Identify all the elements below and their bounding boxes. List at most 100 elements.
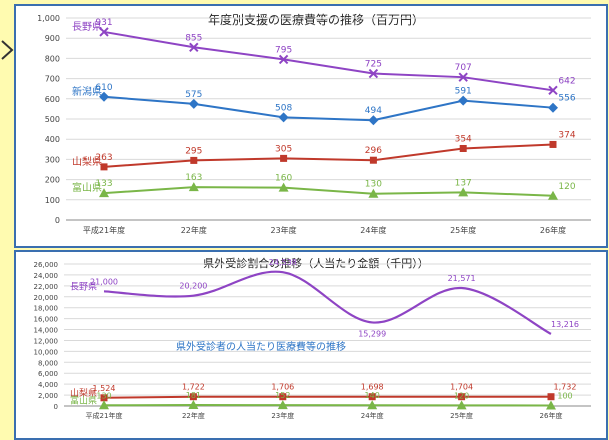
chart-panel-2: 県外受診割合の推移（人当たり金額（千円）） 県外受診者の人当たり医療費等の推移 … <box>14 250 608 440</box>
series-name-label: 長野県 <box>72 21 102 33</box>
data-point <box>279 393 287 401</box>
x-tick-label: 23年度 <box>271 411 294 420</box>
data-point <box>367 400 378 410</box>
data-point <box>458 95 469 106</box>
data-point <box>189 393 197 401</box>
data-point <box>280 154 288 162</box>
data-label: 610 <box>95 83 112 93</box>
data-point <box>547 393 555 401</box>
data-point <box>458 393 466 401</box>
x-tick-label: 23年度 <box>271 225 297 235</box>
y-tick-label: 14,000 <box>34 327 59 335</box>
y-tick-label: 0 <box>55 216 60 225</box>
y-tick-label: 6,000 <box>38 370 58 378</box>
data-point <box>459 144 467 152</box>
data-label: 1,722 <box>182 383 205 392</box>
x-tick-label: 平成21年度 <box>83 225 125 235</box>
x-tick-label: 26年度 <box>540 225 566 235</box>
data-point <box>278 182 289 192</box>
data-label: 181 <box>186 391 201 400</box>
data-point <box>369 156 377 164</box>
y-tick-label: 8,000 <box>38 359 58 367</box>
data-label: 494 <box>365 106 382 116</box>
y-tick-label: 400 <box>45 135 60 144</box>
y-tick-label: 500 <box>45 115 60 124</box>
y-tick-label: 900 <box>45 34 60 43</box>
chart-title: 県外受診割合の推移（人当たり金額（千円）） <box>203 256 429 270</box>
data-label: 137 <box>455 178 472 188</box>
data-label: 1,524 <box>93 384 116 393</box>
data-label: 133 <box>95 179 112 189</box>
y-tick-label: 700 <box>45 75 60 84</box>
data-label: 24,538 <box>269 258 297 267</box>
data-point <box>188 400 199 410</box>
chart-title: 年度別支援の医療費等の推移（百万円） <box>208 12 424 27</box>
data-point <box>100 163 108 171</box>
data-label: 795 <box>275 45 292 55</box>
data-point <box>100 394 108 402</box>
data-point <box>549 140 557 148</box>
data-point <box>456 400 467 410</box>
y-tick-label: 300 <box>45 155 60 164</box>
data-label: 163 <box>185 173 202 183</box>
data-point <box>99 188 109 198</box>
data-point <box>548 85 558 96</box>
y-tick-label: 200 <box>45 176 60 185</box>
data-label: 20,200 <box>179 282 207 291</box>
data-label: 1,706 <box>271 383 294 392</box>
data-point <box>368 393 376 401</box>
data-point <box>548 190 558 200</box>
x-tick-label: 25年度 <box>450 411 473 420</box>
y-tick-label: 4,000 <box>38 381 58 389</box>
data-label: 120 <box>454 391 469 400</box>
series-line <box>103 395 551 399</box>
y-tick-label: 1,000 <box>37 14 60 23</box>
data-label: 931 <box>95 18 112 28</box>
data-label: 1,704 <box>450 383 473 392</box>
y-tick-label: 2,000 <box>38 392 58 400</box>
data-label: 160 <box>275 174 292 184</box>
data-label: 296 <box>365 146 382 156</box>
y-tick-label: 20,000 <box>34 294 59 302</box>
data-label: 1,698 <box>361 383 384 392</box>
x-tick-label: 24年度 <box>360 225 386 235</box>
data-label: 508 <box>275 103 292 113</box>
data-label: 120 <box>558 182 575 192</box>
series-name-label: 新潟県 <box>72 85 102 98</box>
data-point <box>548 102 558 113</box>
y-tick-label: 16,000 <box>34 316 59 324</box>
y-tick-label: 800 <box>45 54 60 63</box>
series-name-label: 富山県 <box>72 181 102 194</box>
data-label: 591 <box>455 87 472 97</box>
series-line <box>103 186 554 197</box>
data-label: 575 <box>185 90 202 100</box>
data-label: 13,216 <box>551 320 579 329</box>
y-tick-label: 10,000 <box>34 348 59 356</box>
line-chart-1: 年度別支援の医療費等の推移（百万円） 0 100 200 300 400 500 600 70… <box>37 12 591 235</box>
series-line <box>103 95 554 122</box>
series-name-label: 山梨県 <box>72 155 102 168</box>
data-label: 140 <box>365 391 380 400</box>
x-tick-label: 24年度 <box>361 411 384 420</box>
x-tick-label: 25年度 <box>450 225 476 235</box>
data-point <box>278 54 289 65</box>
data-point <box>99 400 109 410</box>
x-tick-label: 26年度 <box>540 411 563 420</box>
data-label: 374 <box>558 130 575 140</box>
x-tick-label: 22年度 <box>181 225 207 235</box>
line-chart-2: 県外受診割合の推移（人当たり金額（千円）） 県外受診者の人当たり医療費等の推移 … <box>34 256 591 420</box>
data-point <box>458 72 468 82</box>
data-point <box>190 156 198 164</box>
data-point <box>99 91 109 102</box>
y-tick-label: 600 <box>45 95 60 104</box>
series-line <box>103 30 554 92</box>
data-label: 707 <box>455 63 472 73</box>
data-label: 725 <box>365 60 382 70</box>
y-tick-label: 24,000 <box>34 272 59 280</box>
data-label: 1,732 <box>554 383 577 392</box>
chart-annotation: 県外受診者の人当たり医療費等の推移 <box>176 340 346 353</box>
series-line <box>103 270 552 335</box>
data-point <box>368 188 379 198</box>
data-point <box>188 182 199 192</box>
series-name-label: 長野県 <box>70 281 97 292</box>
